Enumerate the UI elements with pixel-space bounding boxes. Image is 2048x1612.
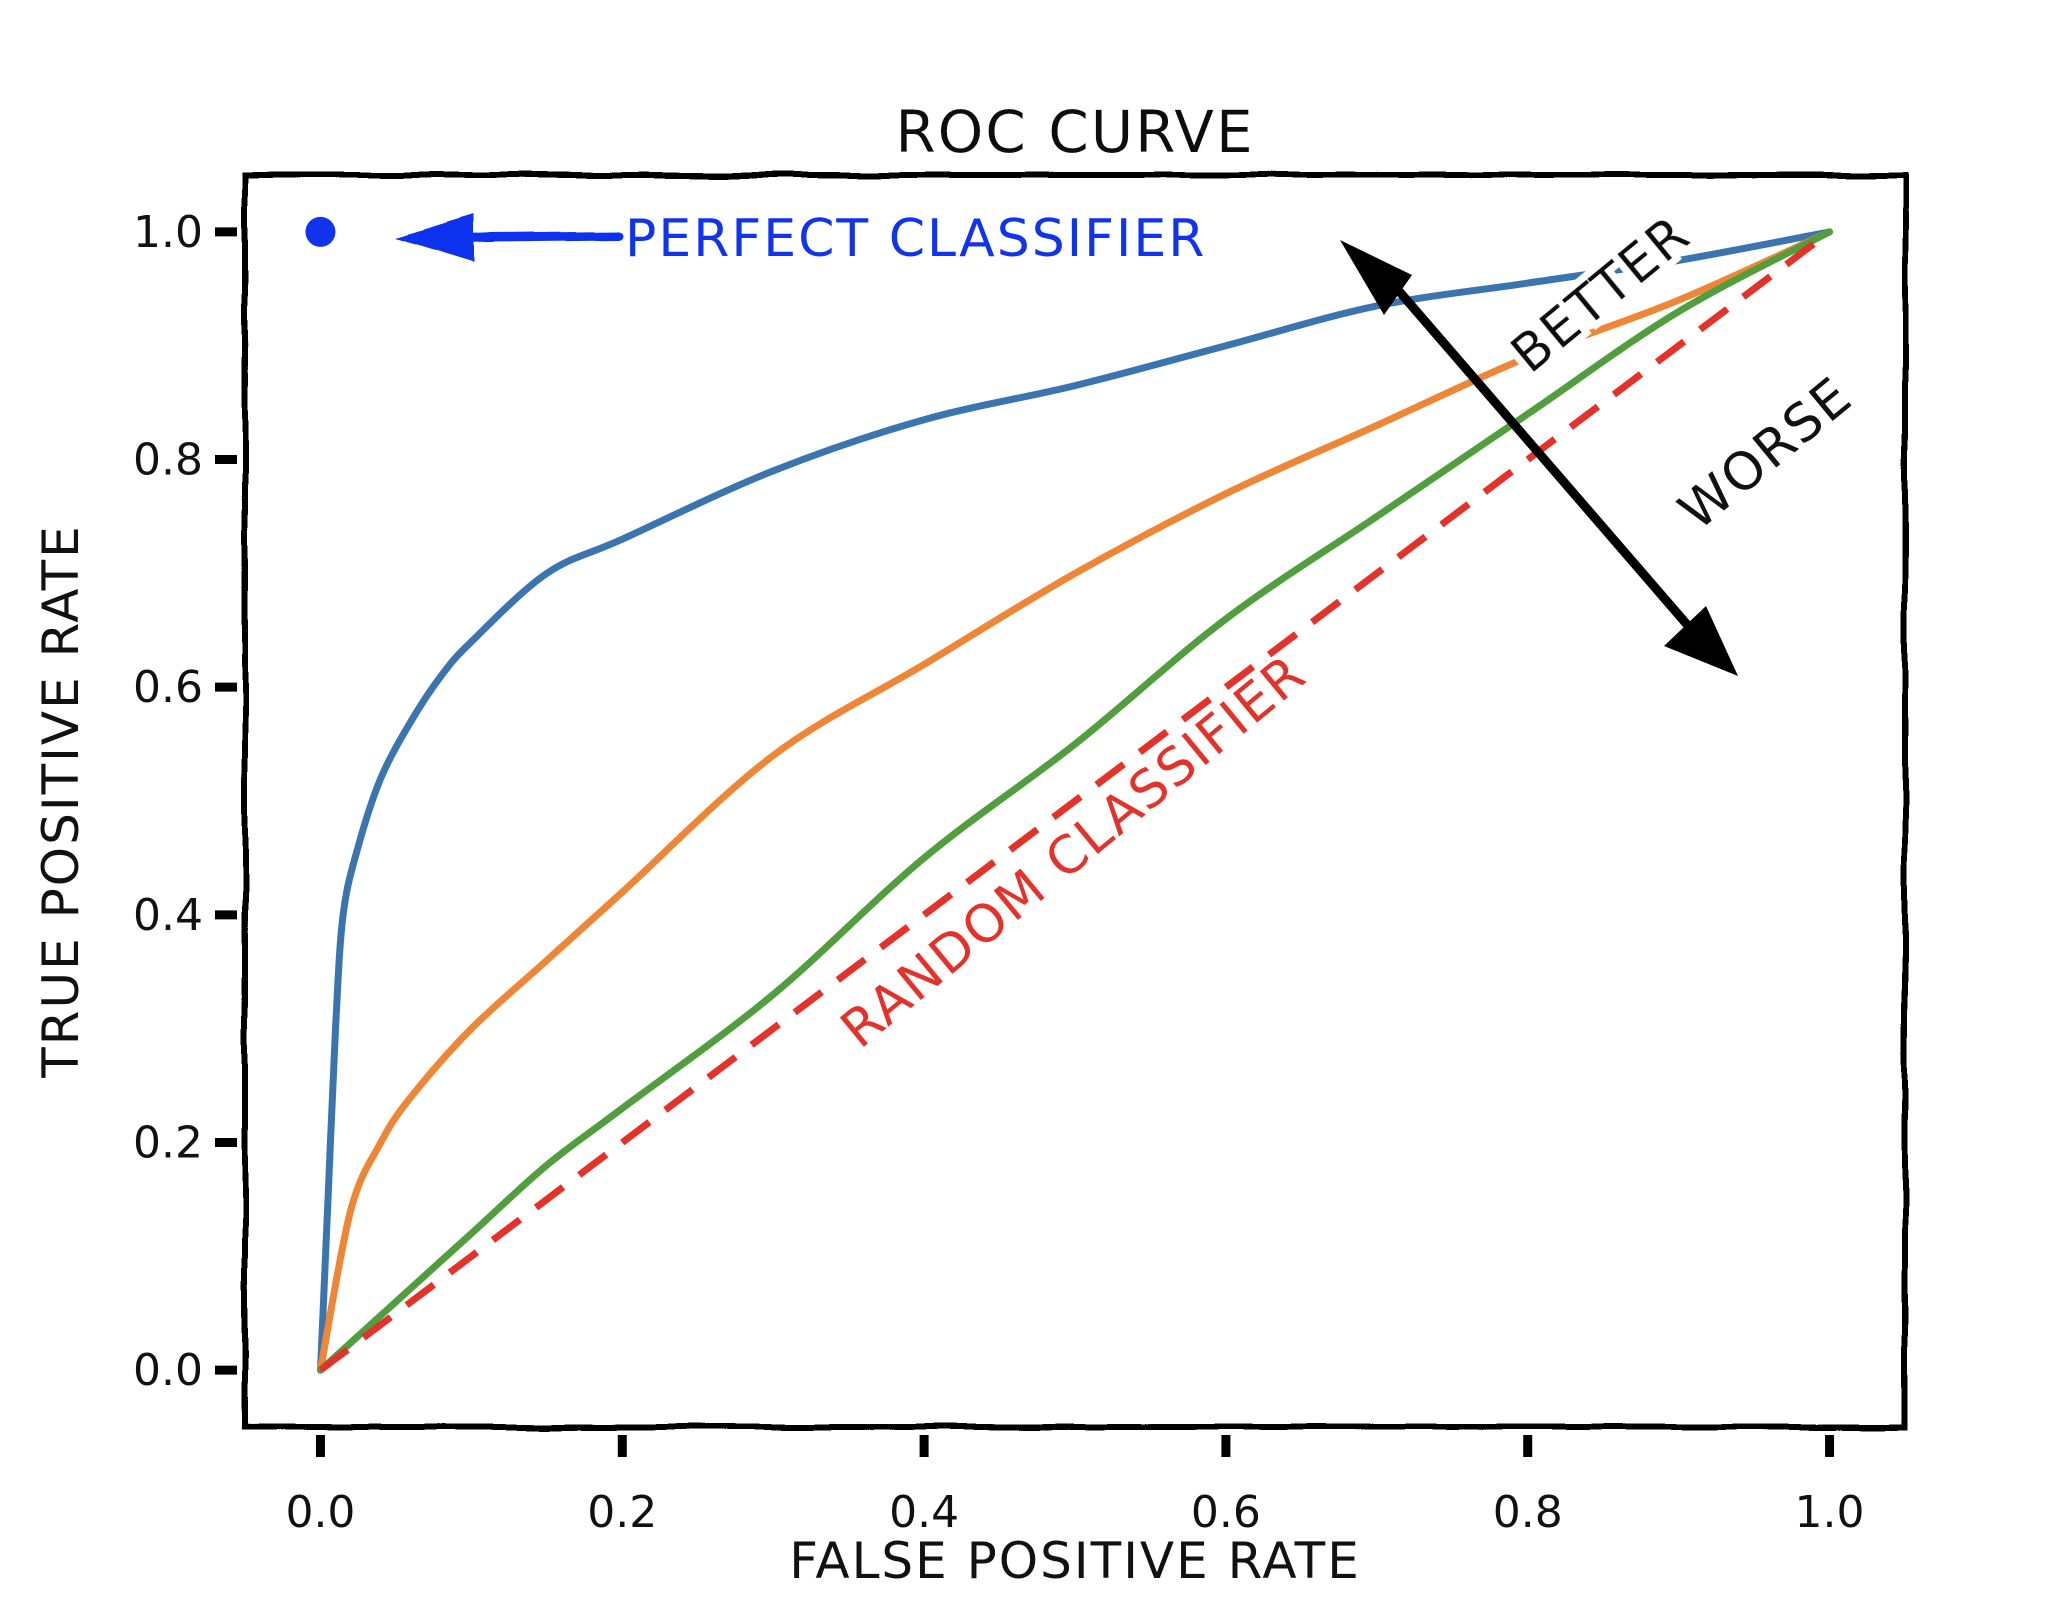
x-axis-label: FALSE POSITIVE RATE: [789, 1532, 1361, 1590]
y-axis-ticks: 0.0 0.2 0.4 0.6 0.8 1.0: [133, 207, 237, 1396]
roc-series-line-1: [317, 228, 1833, 1374]
x-tick-label: 0.4: [889, 1487, 959, 1538]
random-classifier-line: [318, 229, 1832, 1373]
chart-title: ROC CURVE: [895, 98, 1254, 166]
x-tick-label: 0.8: [1493, 1487, 1563, 1538]
x-tick-label: 0.6: [1191, 1487, 1261, 1538]
better-worse-arrow: [1340, 240, 1738, 676]
points-group: [305, 216, 336, 247]
random-classifier-label: RANDOM CLASSIFIER: [830, 643, 1318, 1060]
perfect-classifier-label: PERFECT CLASSIFIER: [625, 209, 1206, 269]
worse-label: WORSE: [1668, 366, 1864, 542]
x-tick-label: 0.2: [587, 1487, 657, 1538]
y-tick-label: 0.0: [133, 1345, 203, 1396]
roc-series-line-3: [317, 228, 1833, 1374]
y-tick-label: 0.6: [133, 662, 203, 713]
y-tick-label: 1.0: [133, 207, 203, 258]
perfect-classifier-point: [305, 216, 336, 247]
y-tick-label: 0.4: [133, 890, 203, 941]
perfect-classifier-arrow: [396, 214, 623, 262]
x-axis-ticks: 0.0 0.2 0.4 0.6 0.8 1.0: [285, 1435, 1865, 1538]
roc-series-line-2: [317, 228, 1833, 1374]
plot-frame: [242, 172, 1908, 1430]
x-tick-label: 1.0: [1795, 1487, 1865, 1538]
series-group: [317, 228, 1833, 1374]
better-label: BETTER: [1500, 204, 1702, 385]
y-axis-label: TRUE POSITIVE RATE: [32, 524, 90, 1079]
y-tick-label: 0.2: [133, 1117, 203, 1168]
y-tick-label: 0.8: [133, 435, 203, 486]
x-tick-label: 0.0: [285, 1487, 355, 1538]
